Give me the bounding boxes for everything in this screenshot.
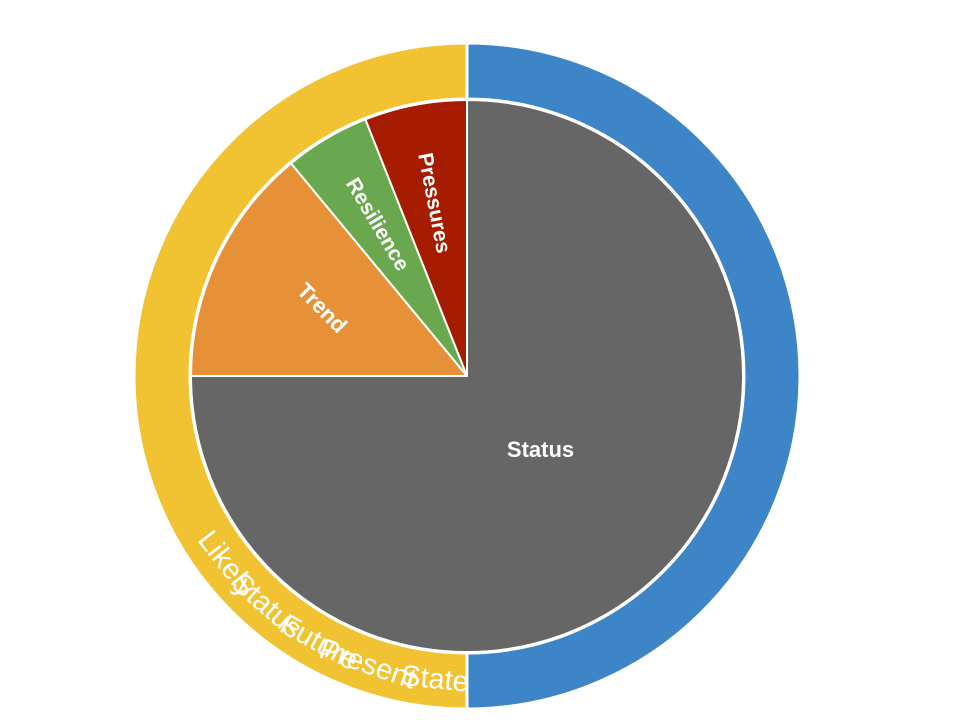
pie-slice-status <box>190 99 744 653</box>
pie-label-status: Status <box>507 437 574 462</box>
inner-pie <box>190 99 744 653</box>
pie-slice-pressures <box>364 99 468 377</box>
pie-slice-trend <box>190 162 468 377</box>
ring-label-likely-future-state-state: State <box>400 660 471 699</box>
